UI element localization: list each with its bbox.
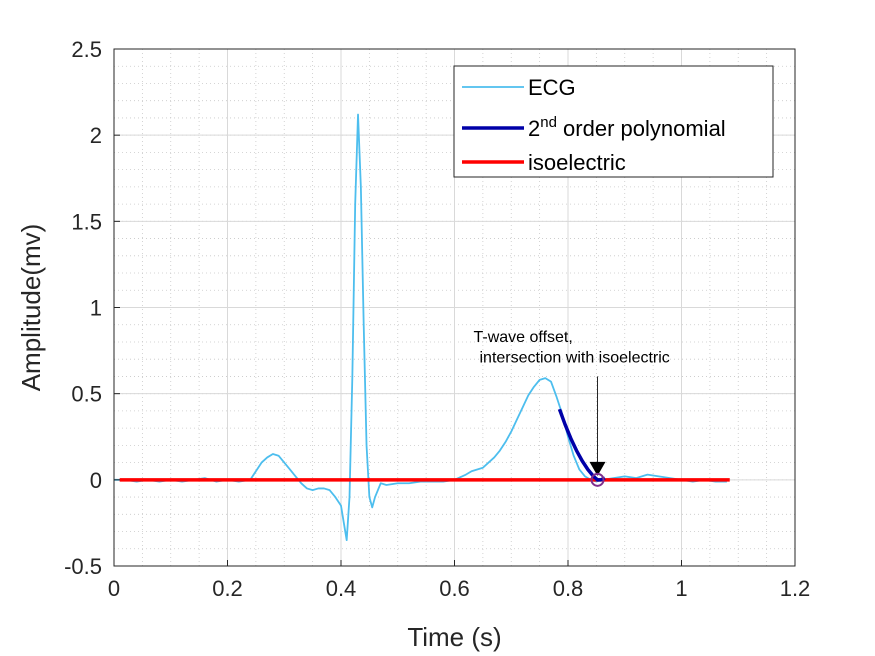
series-polynomial-line: [557, 408, 606, 482]
series-ecg-line: [114, 113, 727, 542]
y-tick-label: 0.5: [71, 382, 102, 407]
annotation-arrowhead: [589, 461, 606, 476]
x-axis-label: Time (s): [407, 622, 501, 652]
legend-label-polynomial: 2nd order polynomial: [528, 114, 726, 141]
x-tick-label: 1.2: [780, 576, 811, 601]
x-tick-label: 0.6: [439, 576, 470, 601]
y-tick-label: 2: [90, 123, 102, 148]
legend-label-ecg: ECG: [528, 75, 576, 100]
legend-poly-base: 2: [528, 116, 540, 141]
y-tick-label: 2.5: [71, 37, 102, 62]
legend: ECG 2nd order polynomial isoelectric: [453, 65, 774, 178]
legend-label-isoelectric: isoelectric: [528, 150, 626, 175]
y-tick-label: 1: [90, 296, 102, 321]
annotation-line-2: intersection with isoelectric: [480, 350, 670, 367]
legend-poly-superscript: nd: [540, 114, 557, 131]
x-tick-label: 0.2: [212, 576, 243, 601]
legend-poly-rest: order polynomial: [557, 116, 726, 141]
x-tick-label: 0.8: [553, 576, 584, 601]
annotation-layer: [589, 376, 606, 487]
x-tick-label: 1: [675, 576, 687, 601]
y-tick-label: -0.5: [64, 554, 102, 579]
y-axis-ticks: -0.5 0 0.5 1 1.5 2 2.5: [64, 37, 120, 579]
x-tick-label: 0.4: [326, 576, 357, 601]
x-tick-label: 0: [108, 576, 120, 601]
y-tick-label: 1.5: [71, 209, 102, 234]
annotation-marker: [590, 472, 605, 487]
y-axis-label: Amplitude(mv): [16, 224, 46, 392]
series-layer: [114, 113, 730, 542]
y-tick-label: 0: [90, 468, 102, 493]
annotation-line-1: T-wave offset,: [474, 329, 573, 346]
x-axis-ticks: 0 0.2 0.4 0.6 0.8 1 1.2: [108, 560, 810, 601]
legend-box: [453, 65, 774, 178]
